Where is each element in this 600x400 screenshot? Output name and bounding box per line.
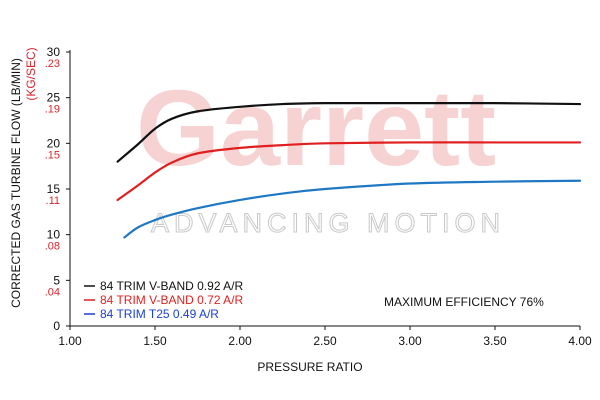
- x-tick-label: 4.00: [568, 334, 592, 348]
- legend-entry: 84 TRIM V-BAND 0.92 A/R: [100, 279, 244, 293]
- x-ticks: 1.00 1.50 2.00 2.50 3.00 3.50 4.00: [58, 326, 592, 348]
- legend: 84 TRIM V-BAND 0.92 A/R84 TRIM V-BAND 0.…: [84, 279, 244, 321]
- series-lines: [116, 101, 582, 239]
- y-alt-tick-label: .08: [45, 241, 60, 253]
- watermark-tagline: ADVANCING MOTION: [151, 208, 505, 238]
- y-alt-tick-label: .11: [46, 195, 60, 207]
- watermark: Garrett ADVANCING MOTION: [136, 67, 505, 239]
- y-ticks: 0 5 10 15 20 25 30: [47, 45, 70, 333]
- y-tick-label: 0: [53, 319, 60, 333]
- series-line-1: [116, 101, 582, 163]
- y-alt-tick-label: .19: [45, 104, 60, 116]
- max-efficiency-annotation: MAXIMUM EFFICIENCY 76%: [384, 295, 544, 309]
- y-tick-label: 10: [47, 228, 61, 242]
- y-tick-label: 25: [47, 91, 61, 105]
- legend-entry: 84 TRIM T25 0.49 A/R: [100, 307, 219, 321]
- y-tick-label: 20: [47, 136, 61, 150]
- x-tick-label: 1.00: [58, 334, 82, 348]
- y-alt-tick-label: .23: [45, 58, 60, 70]
- y-tick-label: 15: [47, 182, 61, 196]
- series-line-2: [116, 141, 582, 202]
- y-axis-alt-title: (KG/SEC): [24, 47, 38, 100]
- x-tick-label: 3.00: [398, 334, 422, 348]
- watermark-logo: Garrett: [136, 67, 496, 188]
- y-tick-label: 5: [53, 273, 60, 287]
- x-axis-title: PRESSURE RATIO: [257, 360, 362, 374]
- y-alt-tick-label: .04: [45, 286, 60, 298]
- series-line-3: [123, 179, 582, 239]
- y-alt-ticks: .04 .08 .11 .15 .19 .23: [45, 58, 60, 298]
- y-alt-tick-label: .15: [45, 149, 60, 161]
- x-tick-label: 2.50: [313, 334, 337, 348]
- x-tick-label: 2.00: [228, 334, 252, 348]
- x-tick-label: 1.50: [143, 334, 167, 348]
- y-axis-title: CORRECTED GAS TURBINE FLOW (LB/MIN): [9, 58, 23, 308]
- legend-entry: 84 TRIM V-BAND 0.72 A/R: [100, 293, 244, 307]
- x-tick-label: 3.50: [483, 334, 507, 348]
- y-tick-label: 30: [47, 45, 61, 59]
